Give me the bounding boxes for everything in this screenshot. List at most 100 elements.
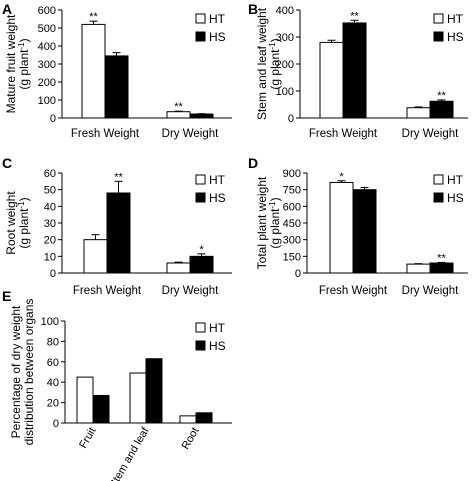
- y-tick-label: 0: [50, 113, 56, 125]
- legend-swatch-hs: [433, 192, 444, 203]
- panel-letter: C: [2, 155, 12, 171]
- y-axis-label-line1: Total plant weight: [255, 176, 269, 269]
- x-category-label: Root: [180, 426, 202, 452]
- significance-marker: **: [437, 90, 446, 102]
- chart-panel-C: C 0 10 20 30 40 50 60 Root weight(g plant-1) ** Fr…: [2, 155, 232, 297]
- y-tick-label: 10: [44, 251, 56, 263]
- y-tick-label: 900: [283, 168, 301, 180]
- y-tick-label: 100: [41, 316, 59, 328]
- y-tick-label: 400: [38, 41, 56, 53]
- panel-letter: A: [2, 1, 12, 17]
- bar-hs-0: [342, 22, 367, 119]
- significance-marker: **: [114, 171, 123, 183]
- bar-hs-1: [429, 262, 454, 274]
- y-tick-label: 400: [276, 5, 294, 17]
- y-axis-label-line2: (g plant-1): [17, 197, 31, 248]
- x-category-label: Dry Weight: [162, 285, 219, 297]
- bar-ht-2: [179, 415, 197, 424]
- y-axis-unit-end: ): [268, 197, 282, 201]
- y-tick-label: 0: [53, 418, 59, 430]
- legend-label-ht: HT: [209, 321, 226, 335]
- legend-swatch-hs: [195, 192, 206, 203]
- x-category-label: Dry Weight: [162, 128, 219, 140]
- y-axis-label-line2: (g plant-1): [17, 38, 31, 89]
- panel-letter: B: [248, 1, 258, 17]
- y-tick-label: 200: [38, 77, 56, 89]
- panel-letter: D: [248, 155, 258, 171]
- legend-swatch-ht: [195, 322, 206, 333]
- y-axis-unit-end: ): [268, 38, 282, 42]
- y-tick-label: 30: [44, 218, 56, 230]
- bar-ht-0: [319, 41, 344, 119]
- y-axis-label-line1: Mature fruit weight: [4, 14, 18, 113]
- y-tick-label: 150: [283, 251, 301, 263]
- x-category-label: Fresh Weight: [71, 128, 140, 140]
- legend-label-ht: HT: [447, 173, 464, 187]
- bar-hs-1: [189, 255, 214, 274]
- bar-hs-1: [145, 358, 163, 424]
- y-axis-label: Total plant weight(g plant-1): [255, 176, 282, 269]
- legend-label-hs: HS: [447, 30, 464, 44]
- y-axis-label: Mature fruit weight(g plant-1): [4, 14, 31, 113]
- bar-ht-1: [406, 107, 431, 119]
- y-tick-label: 60: [44, 168, 56, 180]
- bar-hs-0: [104, 55, 129, 119]
- y-tick-label: 40: [47, 377, 59, 389]
- legend-label-ht: HT: [209, 12, 226, 26]
- y-axis-label: Percentage of dry weightdistribution bet…: [9, 299, 36, 446]
- y-axis-label-line1: Percentage of dry weight: [9, 305, 23, 438]
- y-tick-label: 300: [283, 235, 301, 247]
- y-axis-label-line2: distribution between organs: [22, 299, 36, 446]
- legend-swatch-hs: [195, 340, 206, 351]
- y-axis-unit-sup: -1: [17, 201, 26, 209]
- x-category-label: Stem and leaf: [107, 425, 152, 481]
- bar-hs-1: [189, 113, 214, 119]
- legend-swatch-hs: [195, 31, 206, 42]
- y-axis-unit: (g plant: [17, 49, 31, 90]
- y-tick-label: 20: [44, 235, 56, 247]
- y-tick-label: 20: [47, 398, 59, 410]
- significance-marker: *: [339, 171, 344, 183]
- legend-label-ht: HT: [209, 173, 226, 187]
- legend-label-hs: HS: [209, 30, 226, 44]
- y-axis-unit: (g plant: [268, 49, 282, 90]
- bar-ht-0: [83, 239, 108, 274]
- y-axis-unit-sup: -1: [268, 42, 277, 50]
- y-tick-label: 600: [283, 201, 301, 213]
- y-axis-label: Stem and leaf weight(g plant-1): [255, 7, 282, 120]
- y-axis-unit: (g plant: [268, 208, 282, 249]
- y-axis-unit-end: ): [17, 197, 31, 201]
- chart-panel-E: E 0 20 40 60 80 100 Percentage of dry weightdis…: [2, 288, 232, 481]
- x-category-label: Fresh Weight: [73, 285, 142, 297]
- legend-label-hs: HS: [447, 191, 464, 205]
- y-tick-label: 200: [276, 59, 294, 71]
- bar-ht-0: [329, 181, 354, 274]
- y-tick-label: 100: [276, 86, 294, 98]
- y-tick-label: 450: [283, 218, 301, 230]
- y-axis-unit-sup: -1: [268, 201, 277, 209]
- y-tick-label: 600: [38, 5, 56, 17]
- x-category-label: Fruit: [77, 426, 98, 451]
- y-tick-label: 750: [283, 185, 301, 197]
- x-category-label: Dry Weight: [402, 285, 459, 297]
- y-axis-label-line1: Root weight: [4, 191, 18, 255]
- y-tick-label: 500: [38, 23, 56, 35]
- y-tick-label: 300: [276, 32, 294, 44]
- y-tick-label: 40: [44, 201, 56, 213]
- y-tick-label: 80: [47, 336, 59, 348]
- legend-label-ht: HT: [447, 12, 464, 26]
- legend-label-hs: HS: [209, 339, 226, 353]
- significance-marker: **: [174, 101, 183, 113]
- y-axis-label-line2: (g plant-1): [268, 197, 282, 248]
- x-category-label: Fresh Weight: [309, 128, 378, 140]
- y-tick-label: 300: [38, 59, 56, 71]
- significance-marker: *: [199, 244, 204, 256]
- y-axis-label-line2: (g plant-1): [268, 38, 282, 89]
- legend-swatch-hs: [433, 31, 444, 42]
- y-axis-unit: (g plant: [17, 208, 31, 249]
- x-category-label: Dry Weight: [402, 128, 459, 140]
- chart-panel-A: A 0 100 200 300 400 500 600 Mature fruit weight(…: [2, 1, 232, 140]
- bar-ht-1: [129, 372, 147, 424]
